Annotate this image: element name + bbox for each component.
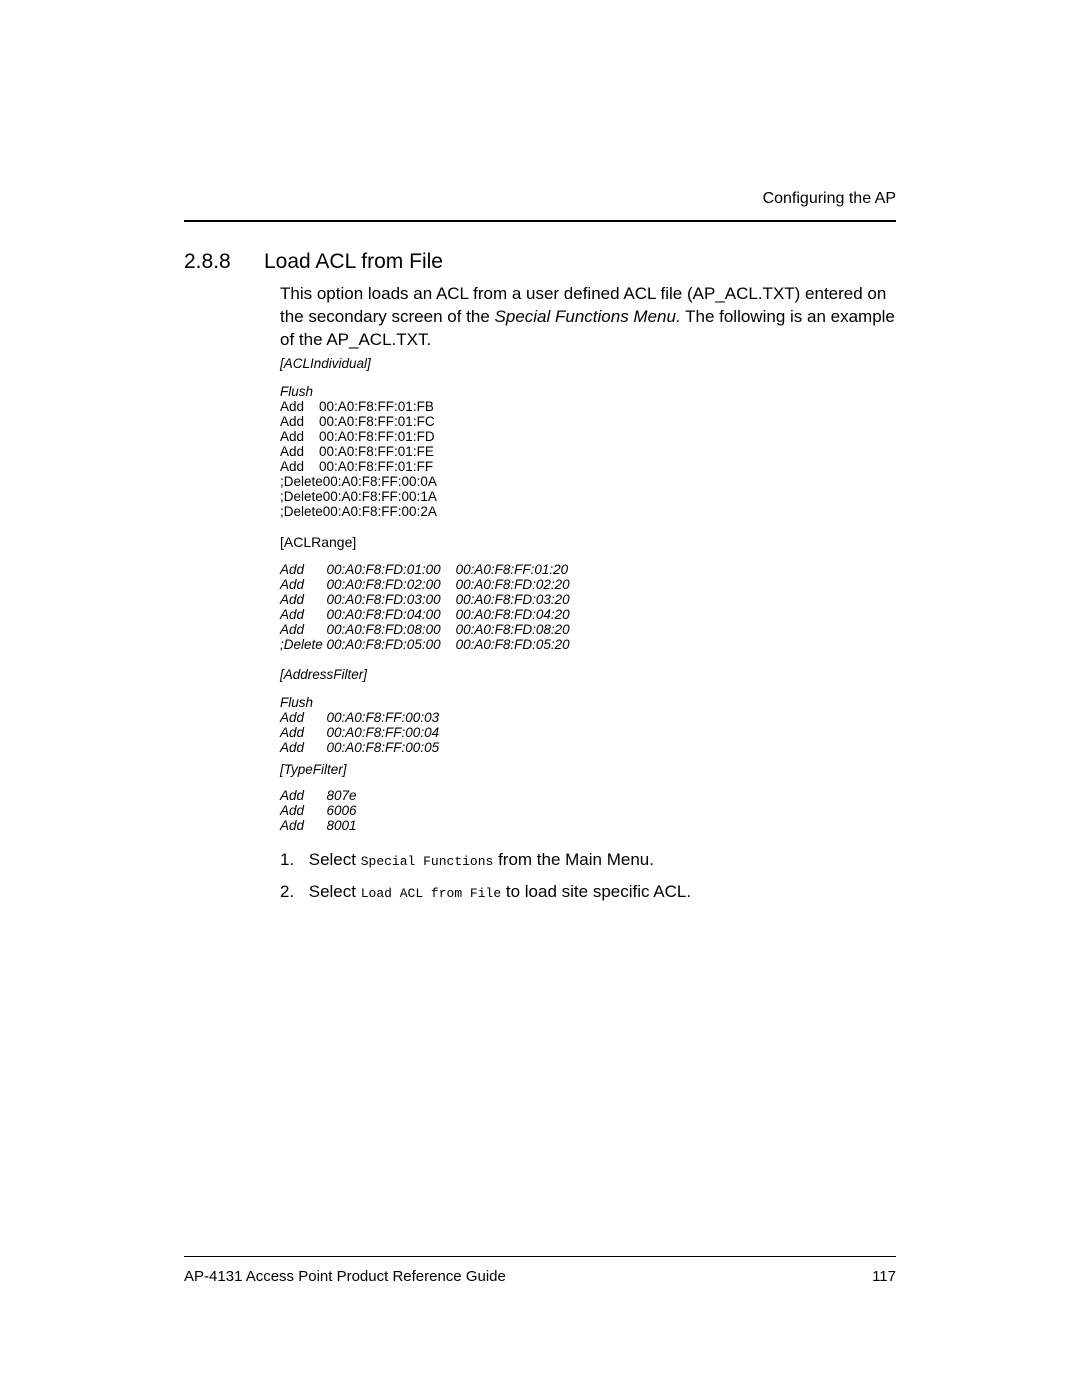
footer-page-number: 117 [872,1268,896,1285]
type-filter-line0: Add 807e [280,788,357,804]
acl-individual-line8: ;Delete00:A0:F8:FF:00:2A [280,504,437,520]
acl-individual-flush: Flush [280,384,313,400]
step-1-a: Select [309,850,361,869]
page: Configuring the AP 2.8.8 Load ACL from F… [0,0,1080,1397]
running-header: Configuring the AP [763,190,896,208]
address-filter-line3: Add 00:A0:F8:FF:00:05 [280,740,439,756]
header-rule [184,220,896,222]
step-1-b: from the Main Menu. [493,850,654,869]
acl-individual-line1: Add 00:A0:F8:FF:01:FB [280,399,434,415]
address-filter-line1: Add 00:A0:F8:FF:00:03 [280,710,439,726]
step-2: 2. Select Load ACL from File to load sit… [280,882,691,902]
intro-paragraph: This option loads an ACL from a user def… [280,283,896,352]
acl-individual-line5: Add 00:A0:F8:FF:01:FF [280,459,433,475]
section-title: Load ACL from File [264,250,443,274]
acl-individual-line6: ;Delete00:A0:F8:FF:00:0A [280,474,437,490]
step-1-num: 1. [280,850,304,870]
acl-individual-line2: Add 00:A0:F8:FF:01:FC [280,414,435,430]
step-2-b: to load site specific ACL. [501,882,691,901]
acl-range-label: [ACLRange] [280,534,356,550]
acl-range-line5: ;Delete 00:A0:F8:FD:05:00 00:A0:F8:FD:05… [280,637,570,653]
acl-range-line3: Add 00:A0:F8:FD:04:00 00:A0:F8:FD:04:20 [280,607,570,623]
step-2-mono: Load ACL from File [361,886,501,901]
section-number: 2.8.8 [184,250,231,274]
acl-individual-line3: Add 00:A0:F8:FF:01:FD [280,429,435,445]
step-2-a: Select [309,882,361,901]
steps: 1. Select Special Functions from the Mai… [280,850,691,914]
step-1: 1. Select Special Functions from the Mai… [280,850,691,870]
acl-individual-line4: Add 00:A0:F8:FF:01:FE [280,444,434,460]
acl-individual-label: [ACLIndividual] [280,356,371,372]
address-filter-line0: Flush [280,695,313,711]
acl-range-line2: Add 00:A0:F8:FD:03:00 00:A0:F8:FD:03:20 [280,592,570,608]
footer-text: AP-4131 Access Point Product Reference G… [184,1268,506,1285]
step-1-mono: Special Functions [361,854,494,869]
type-filter-label: [TypeFilter] [280,762,347,778]
acl-range-line1: Add 00:A0:F8:FD:02:00 00:A0:F8:FD:02:20 [280,577,570,593]
acl-individual-line7: ;Delete00:A0:F8:FF:00:1A [280,489,437,505]
acl-range-line4: Add 00:A0:F8:FD:08:00 00:A0:F8:FD:08:20 [280,622,570,638]
step-2-num: 2. [280,882,304,902]
type-filter-line2: Add 8001 [280,818,357,834]
address-filter-line2: Add 00:A0:F8:FF:00:04 [280,725,439,741]
type-filter-line1: Add 6006 [280,803,357,819]
footer-rule [184,1256,896,1257]
intro-em: Special Functions Menu. [495,307,681,326]
address-filter-label: [AddressFilter] [280,667,367,683]
acl-range-line0: Add 00:A0:F8:FD:01:00 00:A0:F8:FF:01:20 [280,562,568,578]
